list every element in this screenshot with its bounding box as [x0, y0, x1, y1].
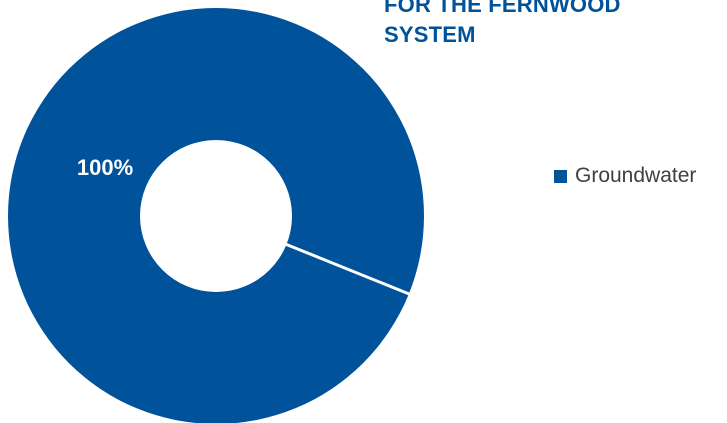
donut-slice-groundwater [8, 8, 424, 423]
legend: Groundwater [554, 164, 696, 188]
chart-title-line-1: FOR THE FERNWOOD [384, 0, 621, 17]
chart-title-line-2: SYSTEM [384, 22, 476, 47]
slice-boundary-line [284, 242, 411, 296]
legend-swatch-groundwater [554, 169, 567, 183]
donut-slices [8, 8, 424, 423]
chart-title: FOR THE FERNWOOD SYSTEM [384, 0, 724, 50]
legend-label-groundwater: Groundwater [575, 164, 697, 187]
data-label-groundwater: 100% [77, 155, 133, 180]
